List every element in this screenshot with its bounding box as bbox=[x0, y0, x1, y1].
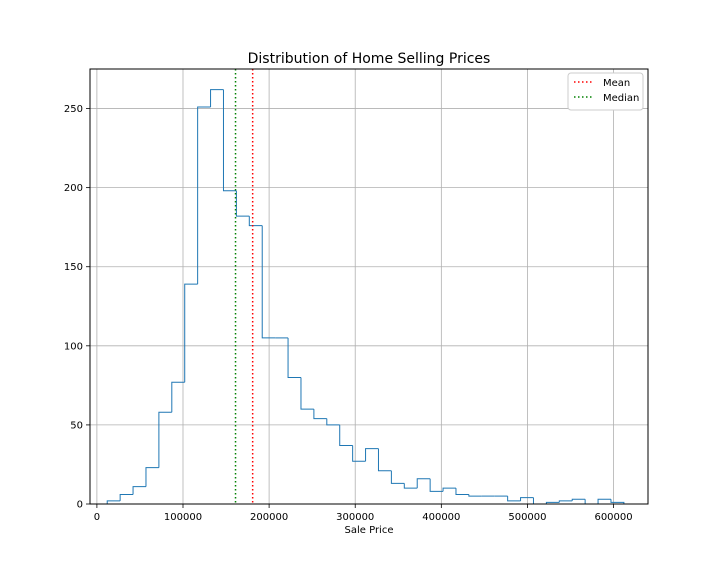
histogram-bin bbox=[210, 89, 224, 107]
histogram-bin bbox=[184, 283, 198, 383]
legend: Mean Median bbox=[567, 72, 644, 111]
histogram-bin bbox=[313, 409, 327, 420]
histogram-bin bbox=[352, 445, 366, 462]
histogram-bin bbox=[171, 381, 185, 413]
legend-median-label: Median bbox=[603, 93, 639, 104]
histogram-bin bbox=[584, 499, 599, 505]
y-tick-label: 250 bbox=[64, 104, 83, 115]
histogram-bin bbox=[287, 337, 301, 378]
histogram-bin bbox=[339, 424, 353, 446]
y-tick-label: 150 bbox=[64, 262, 83, 273]
histogram-bin bbox=[377, 448, 392, 472]
histogram bbox=[106, 89, 625, 505]
histogram-bin bbox=[520, 497, 534, 501]
x-tick-label: 300000 bbox=[336, 512, 374, 523]
grid bbox=[90, 69, 648, 505]
histogram-bin bbox=[235, 190, 250, 217]
histogram-bin bbox=[610, 499, 625, 504]
histogram-bin bbox=[261, 225, 276, 339]
histogram-bin bbox=[326, 418, 340, 426]
reference-lines bbox=[234, 69, 254, 504]
histogram-bin bbox=[571, 498, 586, 501]
x-tick-label: 0 bbox=[94, 512, 100, 523]
x-tick-label: 600000 bbox=[594, 512, 632, 523]
histogram-bin bbox=[507, 496, 521, 502]
x-tick-label: 100000 bbox=[164, 512, 202, 523]
histogram-bin bbox=[248, 216, 263, 227]
histogram-bin bbox=[132, 486, 146, 495]
histogram-bin bbox=[455, 488, 469, 496]
histogram-bin bbox=[532, 497, 547, 505]
legend-mean-label: Mean bbox=[603, 78, 630, 89]
histogram-bin bbox=[119, 494, 134, 501]
x-tick-label: 500000 bbox=[508, 512, 546, 523]
histogram-bin bbox=[545, 501, 560, 504]
y-tick-label: 100 bbox=[64, 341, 83, 352]
histogram-bin bbox=[300, 377, 314, 410]
histogram-bin bbox=[222, 89, 237, 192]
histogram-bin bbox=[468, 494, 482, 497]
axis-ticks: 0 100000 200000 300000 400000 500000 600000 0 50… bbox=[64, 104, 633, 523]
histogram-bin bbox=[197, 106, 211, 285]
x-tick-label: 200000 bbox=[250, 512, 288, 523]
histogram-bin bbox=[390, 470, 405, 484]
x-tick-label: 400000 bbox=[422, 512, 460, 523]
histogram-bin bbox=[442, 487, 456, 492]
histogram-bin bbox=[106, 500, 121, 504]
histogram-bin bbox=[558, 500, 573, 503]
chart-title: Distribution of Home Selling Prices bbox=[248, 51, 491, 67]
plot-frame bbox=[89, 68, 649, 505]
histogram-bin bbox=[145, 467, 159, 487]
histogram-bin bbox=[365, 448, 379, 462]
y-tick-label: 50 bbox=[70, 420, 83, 431]
histogram-bin bbox=[416, 478, 431, 489]
histogram-bin bbox=[429, 478, 444, 492]
y-tick-label: 0 bbox=[77, 500, 83, 511]
histogram-bin bbox=[597, 498, 611, 504]
histogram-bin bbox=[403, 483, 418, 489]
histogram-bin bbox=[158, 411, 172, 468]
y-tick-label: 200 bbox=[64, 183, 83, 194]
x-axis-label: Sale Price bbox=[345, 525, 394, 536]
